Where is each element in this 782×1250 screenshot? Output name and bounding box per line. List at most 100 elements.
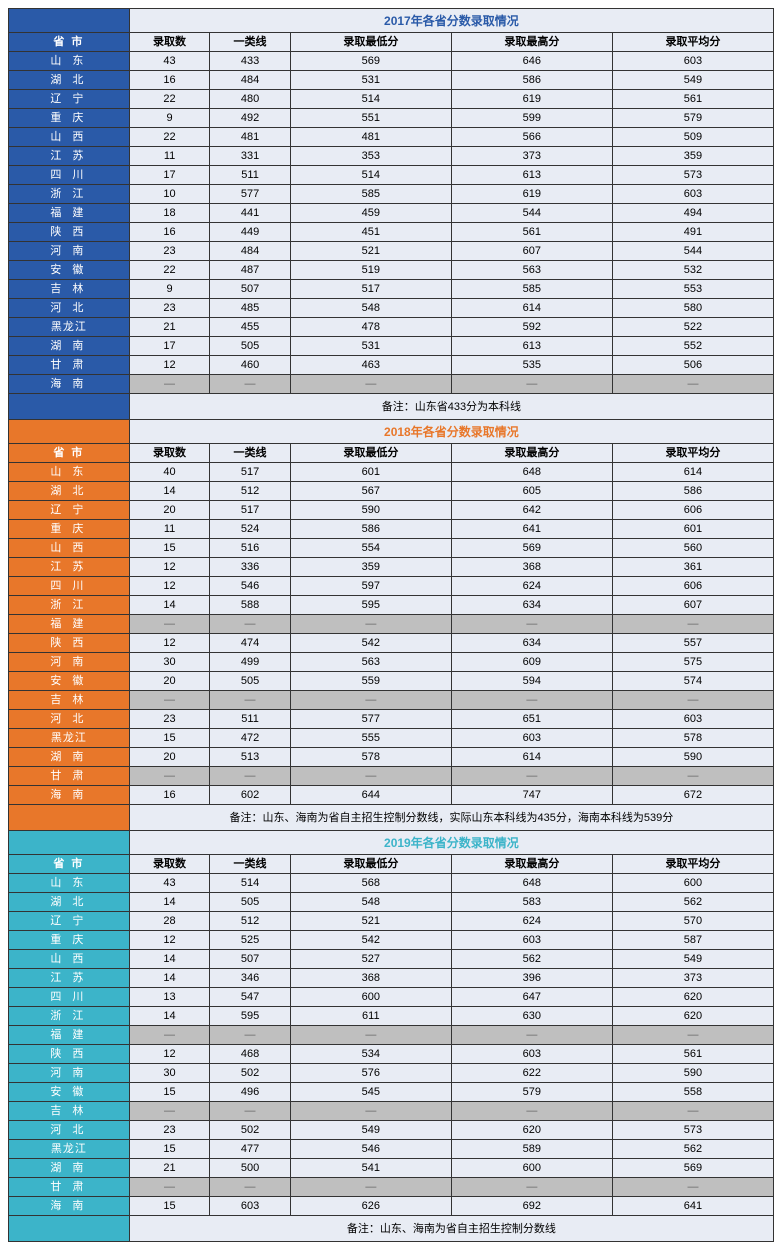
value-cell: 575 xyxy=(612,653,773,672)
value-cell: 505 xyxy=(210,672,291,691)
value-cell: 455 xyxy=(210,318,291,337)
value-cell: 499 xyxy=(210,653,291,672)
province-cell: 湖 北 xyxy=(9,893,130,912)
column-header: 录取平均分 xyxy=(612,444,773,463)
value-cell: 14 xyxy=(129,893,210,912)
empty-cell xyxy=(612,691,773,710)
value-cell: 580 xyxy=(612,299,773,318)
value-cell: 642 xyxy=(451,501,612,520)
province-cell: 黑龙江 xyxy=(9,729,130,748)
value-cell: 396 xyxy=(451,969,612,988)
value-cell: 23 xyxy=(129,1121,210,1140)
section-note: 备注：山东省433分为本科线 xyxy=(129,394,773,420)
value-cell: 559 xyxy=(290,672,451,691)
value-cell: 601 xyxy=(612,520,773,539)
value-cell: 20 xyxy=(129,672,210,691)
admission-scores-table: 2017年各省分数录取情况省 市录取数一类线录取最低分录取最高分录取平均分山 东… xyxy=(8,8,774,1242)
province-cell: 四 川 xyxy=(9,166,130,185)
value-cell: 23 xyxy=(129,242,210,261)
value-cell: 17 xyxy=(129,337,210,356)
value-cell: 546 xyxy=(210,577,291,596)
empty-cell xyxy=(210,1178,291,1197)
value-cell: 603 xyxy=(451,1045,612,1064)
province-cell: 黑龙江 xyxy=(9,318,130,337)
province-cell: 重 庆 xyxy=(9,931,130,950)
value-cell: 20 xyxy=(129,748,210,767)
value-cell: 502 xyxy=(210,1121,291,1140)
value-cell: 544 xyxy=(612,242,773,261)
value-cell: 500 xyxy=(210,1159,291,1178)
value-cell: 441 xyxy=(210,204,291,223)
column-header: 录取平均分 xyxy=(612,33,773,52)
value-cell: 511 xyxy=(210,166,291,185)
value-cell: 557 xyxy=(612,634,773,653)
province-cell: 陕 西 xyxy=(9,1045,130,1064)
value-cell: 14 xyxy=(129,596,210,615)
value-cell: 651 xyxy=(451,710,612,729)
value-cell: 481 xyxy=(210,128,291,147)
value-cell: 577 xyxy=(210,185,291,204)
province-cell: 山 东 xyxy=(9,874,130,893)
section-sidebar xyxy=(9,831,130,855)
value-cell: 517 xyxy=(290,280,451,299)
empty-cell xyxy=(290,691,451,710)
value-cell: 641 xyxy=(612,1197,773,1216)
value-cell: 569 xyxy=(290,52,451,71)
section-sidebar xyxy=(9,394,130,420)
value-cell: 507 xyxy=(210,950,291,969)
value-cell: 603 xyxy=(612,185,773,204)
province-cell: 吉 林 xyxy=(9,691,130,710)
value-cell: 574 xyxy=(612,672,773,691)
value-cell: 40 xyxy=(129,463,210,482)
value-cell: 583 xyxy=(451,893,612,912)
value-cell: 590 xyxy=(612,748,773,767)
value-cell: 613 xyxy=(451,337,612,356)
value-cell: 549 xyxy=(612,950,773,969)
value-cell: 331 xyxy=(210,147,291,166)
province-cell: 海 南 xyxy=(9,786,130,805)
value-cell: 595 xyxy=(210,1007,291,1026)
value-cell: 11 xyxy=(129,147,210,166)
province-cell: 辽 宁 xyxy=(9,90,130,109)
empty-cell xyxy=(129,691,210,710)
empty-cell xyxy=(612,1102,773,1121)
value-cell: 562 xyxy=(451,950,612,969)
value-cell: 553 xyxy=(612,280,773,299)
province-cell: 山 西 xyxy=(9,950,130,969)
value-cell: 485 xyxy=(210,299,291,318)
value-cell: 568 xyxy=(290,874,451,893)
column-header: 录取最低分 xyxy=(290,444,451,463)
empty-cell xyxy=(210,375,291,394)
province-cell: 山 西 xyxy=(9,539,130,558)
value-cell: 474 xyxy=(210,634,291,653)
empty-cell xyxy=(612,1026,773,1045)
empty-cell xyxy=(451,1026,612,1045)
province-cell: 海 南 xyxy=(9,375,130,394)
value-cell: 646 xyxy=(451,52,612,71)
value-cell: 579 xyxy=(612,109,773,128)
province-cell: 浙 江 xyxy=(9,596,130,615)
section-note: 备注：山东、海南为省自主招生控制分数线 xyxy=(129,1216,773,1242)
value-cell: 605 xyxy=(451,482,612,501)
value-cell: 28 xyxy=(129,912,210,931)
value-cell: 373 xyxy=(612,969,773,988)
column-header: 录取最低分 xyxy=(290,33,451,52)
value-cell: 576 xyxy=(290,1064,451,1083)
value-cell: 23 xyxy=(129,299,210,318)
value-cell: 13 xyxy=(129,988,210,1007)
value-cell: 594 xyxy=(451,672,612,691)
section-sidebar xyxy=(9,1216,130,1242)
value-cell: 30 xyxy=(129,653,210,672)
value-cell: 603 xyxy=(612,52,773,71)
value-cell: 514 xyxy=(210,874,291,893)
value-cell: 586 xyxy=(612,482,773,501)
value-cell: 630 xyxy=(451,1007,612,1026)
province-cell: 江 苏 xyxy=(9,969,130,988)
value-cell: 606 xyxy=(612,501,773,520)
value-cell: 614 xyxy=(451,299,612,318)
value-cell: 487 xyxy=(210,261,291,280)
value-cell: 505 xyxy=(210,893,291,912)
column-header: 录取最高分 xyxy=(451,444,612,463)
value-cell: 578 xyxy=(290,748,451,767)
province-cell: 甘 肃 xyxy=(9,767,130,786)
